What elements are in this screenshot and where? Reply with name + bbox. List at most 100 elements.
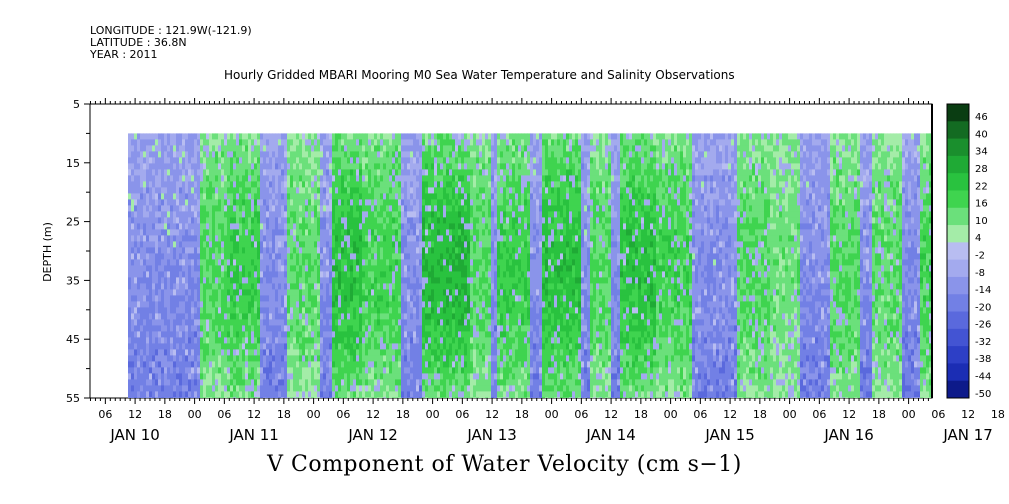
heatmap-cell — [338, 151, 342, 158]
heatmap-cell — [410, 199, 414, 206]
heatmap-cell — [179, 193, 183, 200]
heatmap-cell — [338, 343, 342, 350]
heatmap-cell — [419, 271, 423, 278]
heatmap-cell — [425, 175, 429, 182]
heatmap-cell — [290, 169, 294, 176]
heatmap-cell — [410, 253, 414, 260]
heatmap-cell — [128, 217, 132, 224]
heatmap-cell — [191, 373, 195, 380]
heatmap-cell — [362, 253, 366, 260]
heatmap-cell — [296, 175, 300, 182]
heatmap-cell — [245, 271, 249, 278]
heatmap-cell — [287, 193, 291, 200]
heatmap-cell — [404, 277, 408, 284]
heatmap-cell — [272, 319, 276, 326]
heatmap-cell — [425, 319, 429, 326]
heatmap-cell — [353, 349, 357, 356]
heatmap-cell — [407, 229, 411, 236]
heatmap-cell — [128, 355, 132, 362]
heatmap-cell — [329, 355, 333, 362]
heatmap-cell — [254, 199, 258, 206]
heatmap-cell — [170, 163, 174, 170]
heatmap-cell — [158, 253, 162, 260]
heatmap-cell — [242, 385, 246, 392]
heatmap-cell — [368, 343, 372, 350]
heatmap-cell — [263, 343, 267, 350]
heatmap-cell — [425, 337, 429, 344]
heatmap-cell — [242, 181, 246, 188]
heatmap-cell — [146, 367, 150, 374]
heatmap-cell — [224, 163, 228, 170]
heatmap-cell — [356, 313, 360, 320]
heatmap-cell — [458, 271, 462, 278]
heatmap-cell — [389, 385, 393, 392]
heatmap-cell — [239, 253, 243, 260]
heatmap-cell — [230, 151, 234, 158]
heatmap-cell — [284, 343, 288, 350]
heatmap-cell — [128, 241, 132, 248]
heatmap-cell — [203, 187, 207, 194]
heatmap-cell — [242, 343, 246, 350]
heatmap-cell — [374, 163, 378, 170]
heatmap-cell — [260, 355, 264, 362]
heatmap-cell — [422, 229, 426, 236]
heatmap-cell — [140, 229, 144, 236]
heatmap-cell — [371, 367, 375, 374]
heatmap-cell — [395, 223, 399, 230]
heatmap-cell — [209, 289, 213, 296]
heatmap-cell — [317, 163, 321, 170]
heatmap-cell — [152, 205, 156, 212]
heatmap-cell — [263, 361, 267, 368]
heatmap-cell — [170, 331, 174, 338]
heatmap-cell — [431, 331, 435, 338]
heatmap-cell — [416, 343, 420, 350]
heatmap-cell — [155, 391, 159, 398]
heatmap-cell — [380, 211, 384, 218]
heatmap-cell — [365, 331, 369, 338]
heatmap-cell — [137, 247, 141, 254]
heatmap-cell — [317, 259, 321, 266]
heatmap-cell — [431, 163, 435, 170]
heatmap-cell — [287, 343, 291, 350]
heatmap-cell — [338, 229, 342, 236]
heatmap-cell — [149, 247, 153, 254]
heatmap-cell — [308, 265, 312, 272]
heatmap-cell — [203, 169, 207, 176]
heatmap-cell — [272, 241, 276, 248]
heatmap-cell — [179, 349, 183, 356]
heatmap-cell — [284, 397, 288, 398]
heatmap-cell — [434, 211, 438, 218]
heatmap-cell — [305, 223, 309, 230]
heatmap-cell — [380, 385, 384, 392]
heatmap-cell — [392, 229, 396, 236]
heatmap-cell — [209, 355, 213, 362]
heatmap-cell — [323, 211, 327, 218]
heatmap-cell — [356, 235, 360, 242]
heatmap-cell — [158, 133, 162, 140]
heatmap-cell — [167, 391, 171, 398]
heatmap-cell — [398, 271, 402, 278]
heatmap-cell — [179, 283, 183, 290]
heatmap-cell — [206, 367, 210, 374]
heatmap-cell — [395, 391, 399, 398]
heatmap-cell — [371, 397, 375, 398]
heatmap-cell — [299, 265, 303, 272]
heatmap-cell — [329, 169, 333, 176]
heatmap-cell — [392, 379, 396, 386]
heatmap-cell — [350, 205, 354, 212]
heatmap-cell — [347, 163, 351, 170]
heatmap-cell — [455, 253, 459, 260]
heatmap-cell — [431, 343, 435, 350]
heatmap-cell — [158, 301, 162, 308]
heatmap-cell — [275, 355, 279, 362]
heatmap-cell — [191, 223, 195, 230]
heatmap-cell — [455, 217, 459, 224]
heatmap-cell — [422, 211, 426, 218]
heatmap-cell — [374, 187, 378, 194]
heatmap-cell — [416, 295, 420, 302]
heatmap-cell — [431, 373, 435, 380]
heatmap-cell — [344, 163, 348, 170]
heatmap-cell — [251, 235, 255, 242]
heatmap-cell — [308, 385, 312, 392]
heatmap-cell — [398, 139, 402, 146]
